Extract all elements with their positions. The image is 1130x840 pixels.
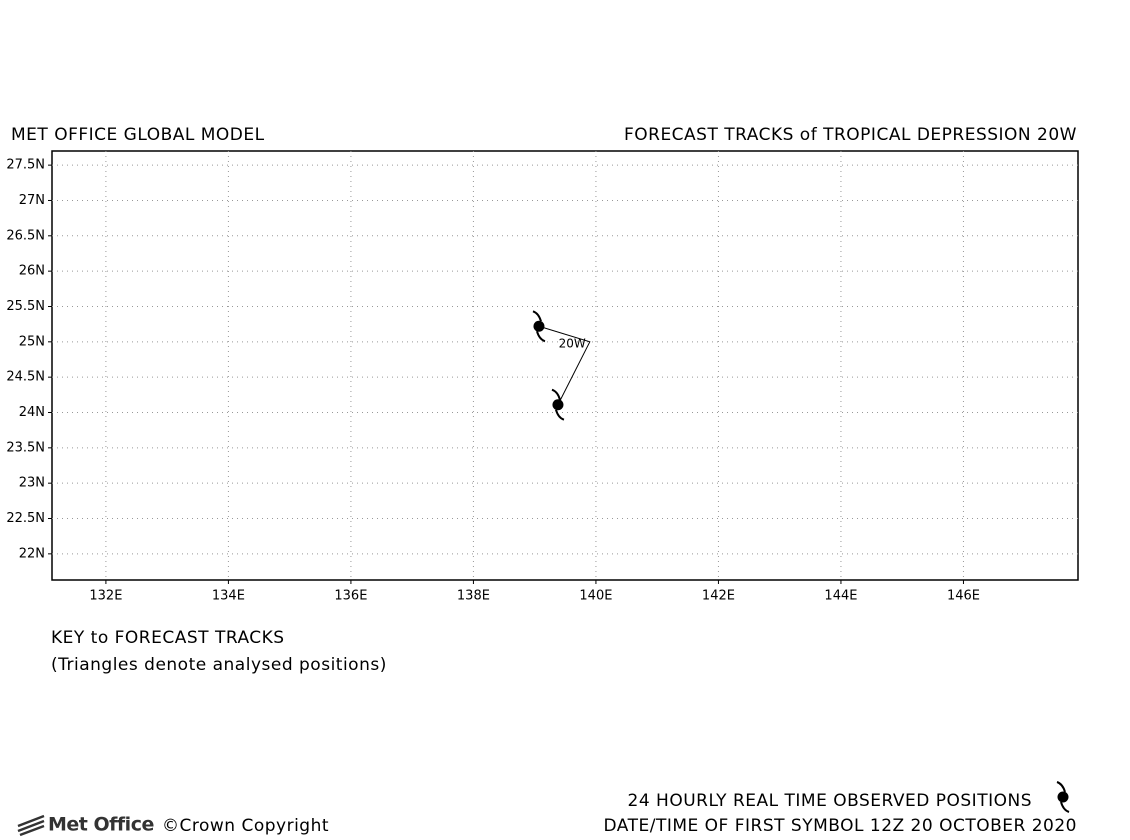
x-tick-label: 136E bbox=[334, 589, 367, 604]
track-label: 20W bbox=[559, 336, 586, 350]
y-tick-label: 24N bbox=[19, 405, 45, 420]
title-right: FORECAST TRACKS of TROPICAL DEPRESSION 2… bbox=[624, 125, 1077, 145]
y-tick-label: 25N bbox=[19, 334, 45, 349]
x-tick-label: 142E bbox=[702, 589, 735, 604]
plot-frame bbox=[51, 150, 1079, 581]
legend-symbol bbox=[1056, 781, 1070, 813]
x-tick-label: 144E bbox=[824, 589, 857, 604]
x-tick-label: 138E bbox=[457, 589, 490, 604]
observed-note: 24 HOURLY REAL TIME OBSERVED POSITIONS bbox=[628, 791, 1032, 811]
y-tick-label: 27.5N bbox=[6, 158, 45, 173]
cyclone-symbol bbox=[532, 310, 546, 343]
title-left: MET OFFICE GLOBAL MODEL bbox=[11, 125, 265, 145]
key-note: (Triangles denote analysed positions) bbox=[51, 655, 387, 675]
copyright: ©Crown Copyright bbox=[162, 816, 329, 836]
logo: Met Office bbox=[17, 814, 154, 837]
y-tick-label: 25.5N bbox=[6, 299, 45, 314]
cyclone-symbol bbox=[551, 388, 565, 421]
y-tick-label: 24.5N bbox=[6, 370, 45, 385]
track-line bbox=[538, 325, 591, 405]
y-tick-label: 23N bbox=[19, 476, 45, 491]
x-tick-label: 146E bbox=[947, 589, 980, 604]
brand: Met Office bbox=[48, 814, 154, 836]
y-tick-label: 23.5N bbox=[6, 440, 45, 455]
y-tick-label: 22.5N bbox=[6, 511, 45, 526]
x-tick-label: 140E bbox=[579, 589, 612, 604]
y-tick-label: 22N bbox=[19, 546, 45, 561]
x-tick-label: 134E bbox=[212, 589, 245, 604]
x-tick-label: 132E bbox=[89, 589, 122, 604]
y-tick-label: 26N bbox=[19, 264, 45, 279]
y-tick-label: 27N bbox=[19, 193, 45, 208]
key-title: KEY to FORECAST TRACKS bbox=[51, 628, 285, 648]
first-symbol-note: DATE/TIME OF FIRST SYMBOL 12Z 20 OCTOBER… bbox=[604, 816, 1078, 836]
y-tick-label: 26.5N bbox=[6, 228, 45, 243]
